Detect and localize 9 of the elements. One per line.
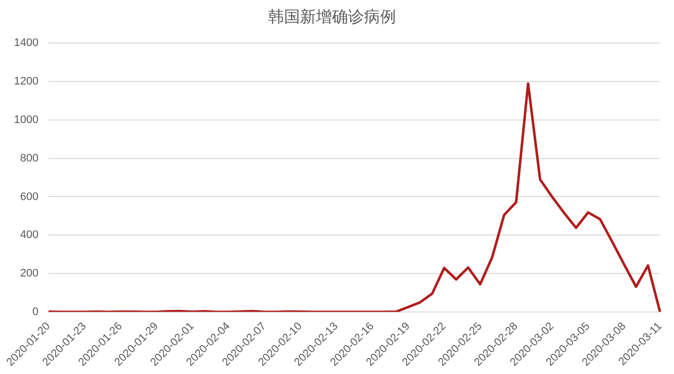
y-tick-label: 1200 — [14, 76, 38, 88]
y-tick-label: 600 — [20, 190, 38, 203]
y-tick-label: 400 — [20, 229, 38, 242]
y-tick-label: 1400 — [14, 37, 38, 50]
chart-title: 韩国新增确诊病例 — [268, 8, 396, 26]
y-tick-label: 1000 — [14, 114, 38, 126]
y-tick-label: 0 — [32, 306, 38, 318]
y-tick-label: 800 — [20, 152, 38, 164]
y-tick-label: 200 — [20, 268, 38, 280]
